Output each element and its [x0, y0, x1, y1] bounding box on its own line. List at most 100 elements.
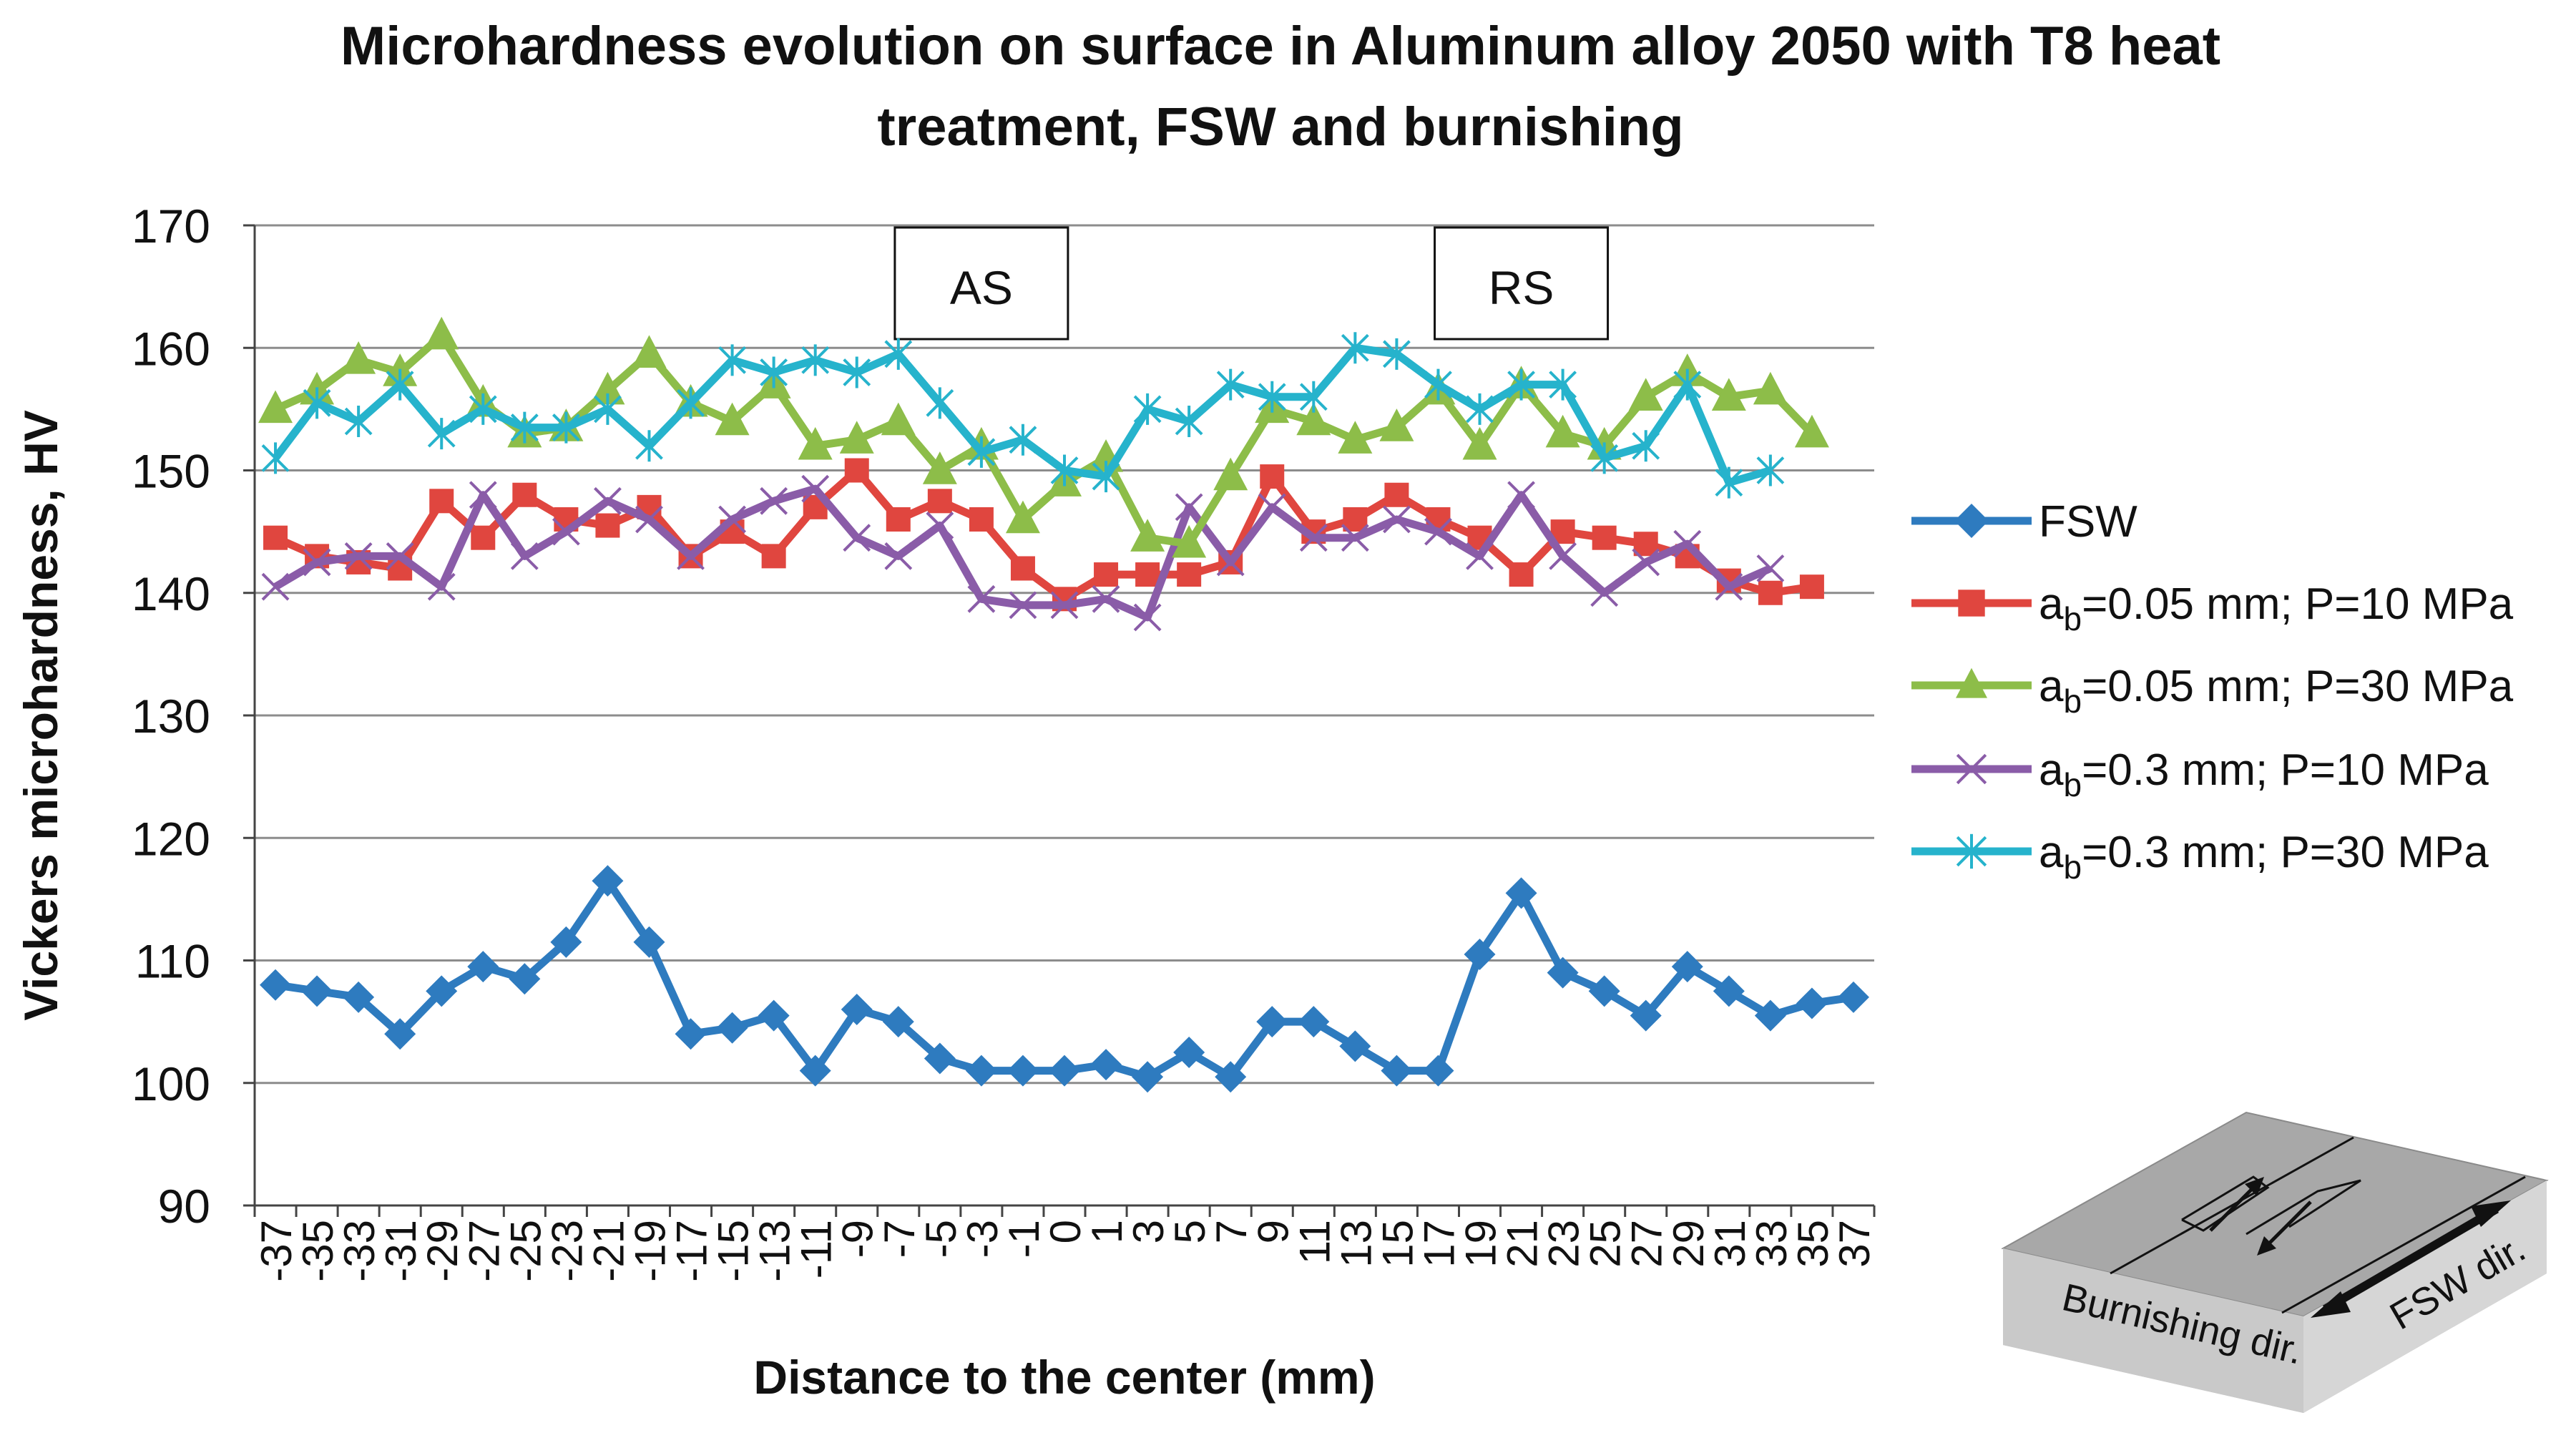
- y-tick-label: 150: [132, 445, 210, 498]
- inset-block-right: [2303, 1180, 2547, 1413]
- data-point: [1007, 1055, 1039, 1087]
- data-point: [633, 926, 665, 958]
- data-point: [594, 393, 622, 425]
- data-point: [801, 474, 830, 503]
- data-point: [1956, 753, 1987, 785]
- chart-title: Microhardness evolution on surface in Al…: [341, 16, 2220, 157]
- legend-entry: ab=0.05 mm; P=30 MPa: [1911, 662, 2514, 720]
- data-point: [1754, 999, 1786, 1032]
- x-tick-label: 9: [1249, 1220, 1297, 1243]
- x-tick-label: -21: [584, 1220, 632, 1282]
- data-point: [341, 341, 376, 374]
- annotation-box: [1434, 226, 1610, 341]
- data-point: [1173, 1036, 1205, 1068]
- data-point: [427, 572, 456, 601]
- data-point: [884, 542, 913, 570]
- data-point: [1630, 999, 1662, 1032]
- gridlines: [255, 224, 1874, 1085]
- data-point: [1549, 368, 1577, 401]
- data-point: [263, 525, 288, 550]
- data-point: [1545, 414, 1580, 448]
- x-tick-label: 13: [1332, 1220, 1380, 1268]
- direction-inset: Burnishing dir. FSW dir.: [2001, 1111, 2549, 1413]
- inset-fsw-arrow: [2322, 1205, 2499, 1314]
- data-point: [1382, 338, 1411, 370]
- data-point: [1590, 442, 1619, 474]
- data-point: [1673, 529, 1702, 558]
- data-point: [1216, 368, 1245, 401]
- legend-label: ab=0.05 mm; P=10 MPa: [2039, 579, 2514, 637]
- data-point: [1133, 603, 1162, 632]
- data-point: [967, 436, 996, 468]
- data-point: [1633, 532, 1658, 557]
- data-point: [260, 969, 292, 1001]
- data-point: [1796, 987, 1828, 1019]
- legend-label: ab=0.3 mm; P=10 MPa: [2039, 745, 2489, 803]
- data-point: [1466, 393, 1494, 425]
- data-point: [1216, 548, 1245, 577]
- data-point: [1094, 562, 1119, 587]
- x-tick-label: -37: [253, 1220, 300, 1282]
- data-point: [261, 442, 290, 474]
- x-tick-label: -7: [876, 1220, 924, 1258]
- x-tick-label: 0: [1042, 1220, 1089, 1243]
- inset-weld-line: [2281, 1175, 2526, 1314]
- annotations: AS RS: [893, 226, 1610, 341]
- y-tick-label: 160: [132, 322, 210, 375]
- x-tick-label: -15: [710, 1220, 758, 1282]
- x-tick-label: -17: [668, 1220, 716, 1282]
- legend-entry: ab=0.3 mm; P=10 MPa: [1911, 745, 2489, 803]
- data-point: [1954, 504, 1989, 538]
- data-point: [1464, 938, 1496, 970]
- inset-block-front: [2003, 1248, 2303, 1413]
- y-tick-label: 90: [158, 1180, 210, 1233]
- data-point: [798, 426, 833, 460]
- data-point: [1632, 548, 1660, 577]
- series-3: [261, 474, 1785, 632]
- data-point: [301, 975, 333, 1007]
- data-point: [677, 387, 705, 419]
- data-point: [967, 584, 996, 613]
- data-point: [1050, 591, 1079, 620]
- data-point: [1756, 454, 1785, 486]
- data-point: [760, 486, 788, 515]
- data-point: [1424, 517, 1452, 546]
- inset-arrow-head: [2257, 1236, 2276, 1256]
- y-tick-label: 170: [132, 200, 210, 253]
- x-tick-label: 35: [1789, 1220, 1837, 1268]
- data-point: [1010, 556, 1035, 581]
- x-tick-label: -29: [418, 1220, 466, 1282]
- data-point: [715, 402, 750, 436]
- data-point: [922, 451, 957, 484]
- x-tick-label: -5: [917, 1220, 965, 1258]
- y-tick-label: 140: [132, 567, 210, 620]
- data-point: [1956, 667, 1987, 698]
- data-point: [1175, 493, 1203, 522]
- data-point: [1632, 430, 1660, 462]
- annotation-label: RS: [1489, 261, 1554, 314]
- data-point: [1258, 381, 1286, 413]
- data-point: [1381, 1055, 1413, 1087]
- data-point: [1384, 482, 1409, 507]
- x-tick-label: 31: [1706, 1220, 1754, 1268]
- data-point: [594, 486, 622, 515]
- x-tick-label: -33: [336, 1220, 383, 1282]
- x-tick-label: -13: [751, 1220, 799, 1282]
- inset-arrow-head: [2245, 1177, 2264, 1196]
- data-point: [1628, 378, 1663, 411]
- data-point: [510, 411, 539, 444]
- x-tick-label: 23: [1540, 1220, 1588, 1268]
- x-tick-label: 29: [1665, 1220, 1713, 1268]
- data-point: [843, 356, 871, 388]
- data-point: [1956, 833, 1987, 869]
- legend-entry: FSW: [1911, 497, 2137, 547]
- annotation-label: AS: [950, 261, 1013, 314]
- data-point: [258, 390, 293, 424]
- data-point: [761, 544, 786, 569]
- legend-label: ab=0.05 mm; P=30 MPa: [2039, 662, 2514, 720]
- data-point: [343, 981, 375, 1013]
- inset-arrow-head: [2311, 1291, 2351, 1318]
- inset-path: [2181, 1175, 2270, 1232]
- data-point: [512, 482, 537, 507]
- legend: FSW ab=0.05 mm; P=10 MPa ab=0.05 mm; P=30 …: [1911, 497, 2514, 886]
